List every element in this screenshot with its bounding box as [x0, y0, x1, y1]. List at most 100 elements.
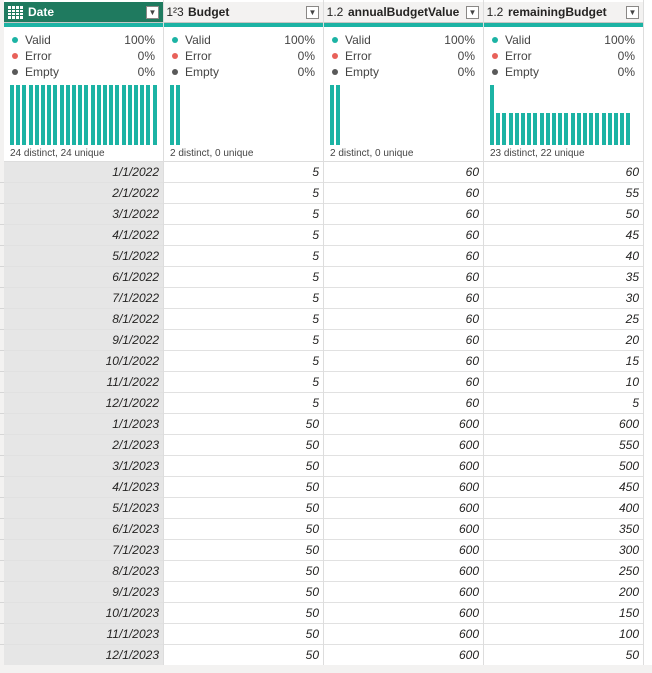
table-cell[interactable]: 4/1/2023 [4, 477, 163, 498]
table-cell[interactable]: 5 [484, 393, 643, 414]
distribution-bar[interactable] [152, 85, 157, 145]
table-cell[interactable]: 5 [164, 288, 323, 309]
table-cell[interactable]: 50 [164, 477, 323, 498]
distribution-bar[interactable] [16, 85, 21, 145]
table-cell[interactable]: 35 [484, 267, 643, 288]
distribution-bar[interactable] [502, 113, 507, 145]
table-cell[interactable]: 20 [484, 330, 643, 351]
distribution-bar[interactable] [533, 113, 538, 145]
table-cell[interactable]: 600 [324, 477, 483, 498]
table-cell[interactable]: 60 [324, 309, 483, 330]
table-cell[interactable]: 11/1/2022 [4, 372, 163, 393]
column-header-date[interactable]: Date ▼ [4, 2, 163, 23]
distribution-bar[interactable] [28, 85, 33, 145]
table-cell[interactable]: 600 [324, 645, 483, 666]
table-cell[interactable]: 60 [324, 267, 483, 288]
table-cell[interactable]: 100 [484, 624, 643, 645]
distribution-bar[interactable] [545, 113, 550, 145]
table-cell[interactable]: 250 [484, 561, 643, 582]
distribution-bar[interactable] [34, 85, 39, 145]
table-cell[interactable]: 50 [164, 456, 323, 477]
table-cell[interactable]: 50 [164, 603, 323, 624]
calendar-grid-icon[interactable] [4, 5, 26, 19]
distribution-bar[interactable] [570, 113, 575, 145]
distribution-bar[interactable] [121, 85, 126, 145]
distribution-bar[interactable] [558, 113, 563, 145]
table-cell[interactable]: 60 [324, 351, 483, 372]
distribution-bar[interactable] [527, 113, 532, 145]
table-cell[interactable]: 600 [324, 624, 483, 645]
table-cell[interactable]: 200 [484, 582, 643, 603]
distribution-bar[interactable] [146, 85, 151, 145]
table-cell[interactable]: 150 [484, 603, 643, 624]
table-cell[interactable]: 2/1/2022 [4, 183, 163, 204]
table-cell[interactable]: 5 [164, 246, 323, 267]
table-cell[interactable]: 60 [324, 288, 483, 309]
table-cell[interactable]: 50 [164, 540, 323, 561]
table-cell[interactable]: 5 [164, 393, 323, 414]
table-cell[interactable]: 15 [484, 351, 643, 372]
table-cell[interactable]: 60 [324, 246, 483, 267]
distribution-bar[interactable] [65, 85, 70, 145]
table-cell[interactable]: 300 [484, 540, 643, 561]
table-cell[interactable]: 10/1/2023 [4, 603, 163, 624]
table-cell[interactable]: 9/1/2022 [4, 330, 163, 351]
table-cell[interactable]: 600 [324, 540, 483, 561]
table-cell[interactable]: 60 [324, 330, 483, 351]
table-cell[interactable]: 50 [164, 435, 323, 456]
table-cell[interactable]: 5 [164, 309, 323, 330]
chevron-down-icon[interactable]: ▼ [146, 5, 159, 19]
distribution-bar[interactable] [496, 113, 501, 145]
distribution-bar[interactable] [53, 85, 58, 145]
table-cell[interactable]: 50 [164, 624, 323, 645]
distribution-bar[interactable] [564, 113, 569, 145]
distribution-bar[interactable] [84, 85, 89, 145]
table-cell[interactable]: 5 [164, 267, 323, 288]
distribution-bar[interactable] [583, 113, 587, 145]
distribution-bar[interactable] [490, 85, 494, 145]
table-cell[interactable]: 5/1/2023 [4, 498, 163, 519]
distribution-bar[interactable] [614, 113, 618, 145]
distribution-bar[interactable] [508, 113, 513, 145]
distribution-bar[interactable] [103, 85, 107, 145]
table-cell[interactable]: 5 [164, 372, 323, 393]
distribution-bar[interactable] [626, 113, 631, 145]
distribution-bar[interactable] [41, 85, 45, 145]
table-cell[interactable]: 5 [164, 351, 323, 372]
table-cell[interactable]: 11/1/2023 [4, 624, 163, 645]
table-cell[interactable]: 60 [324, 225, 483, 246]
distribution-bar[interactable] [607, 113, 612, 145]
table-cell[interactable]: 2/1/2023 [4, 435, 163, 456]
table-cell[interactable]: 600 [324, 582, 483, 603]
table-cell[interactable]: 600 [324, 456, 483, 477]
table-cell[interactable]: 50 [164, 582, 323, 603]
distribution-bar[interactable] [140, 85, 145, 145]
column-header-budget[interactable]: 1²3 Budget ▼ [164, 2, 323, 23]
distribution-bar[interactable] [127, 85, 132, 145]
column-header-remainingbudget[interactable]: 1.2 remainingBudget ▼ [484, 2, 643, 23]
table-cell[interactable]: 25 [484, 309, 643, 330]
distribution-bar[interactable] [595, 113, 600, 145]
distribution-bar[interactable] [22, 85, 27, 145]
distribution-bar[interactable] [10, 85, 14, 145]
table-cell[interactable]: 50 [164, 498, 323, 519]
table-cell[interactable]: 3/1/2022 [4, 204, 163, 225]
table-cell[interactable]: 400 [484, 498, 643, 519]
table-cell[interactable]: 500 [484, 456, 643, 477]
table-cell[interactable]: 350 [484, 519, 643, 540]
distribution-bar[interactable] [134, 85, 138, 145]
data-type-icon[interactable]: 1.2 [326, 4, 344, 19]
table-cell[interactable]: 600 [484, 414, 643, 435]
distribution-bar[interactable] [115, 85, 120, 145]
table-cell[interactable]: 5 [164, 204, 323, 225]
table-cell[interactable]: 600 [324, 414, 483, 435]
table-cell[interactable]: 12/1/2023 [4, 645, 163, 666]
table-cell[interactable]: 9/1/2023 [4, 582, 163, 603]
table-cell[interactable]: 60 [324, 393, 483, 414]
table-cell[interactable]: 1/1/2023 [4, 414, 163, 435]
table-cell[interactable]: 6/1/2022 [4, 267, 163, 288]
table-cell[interactable]: 30 [484, 288, 643, 309]
table-cell[interactable]: 45 [484, 225, 643, 246]
table-cell[interactable]: 5 [164, 162, 323, 183]
table-cell[interactable]: 60 [324, 162, 483, 183]
